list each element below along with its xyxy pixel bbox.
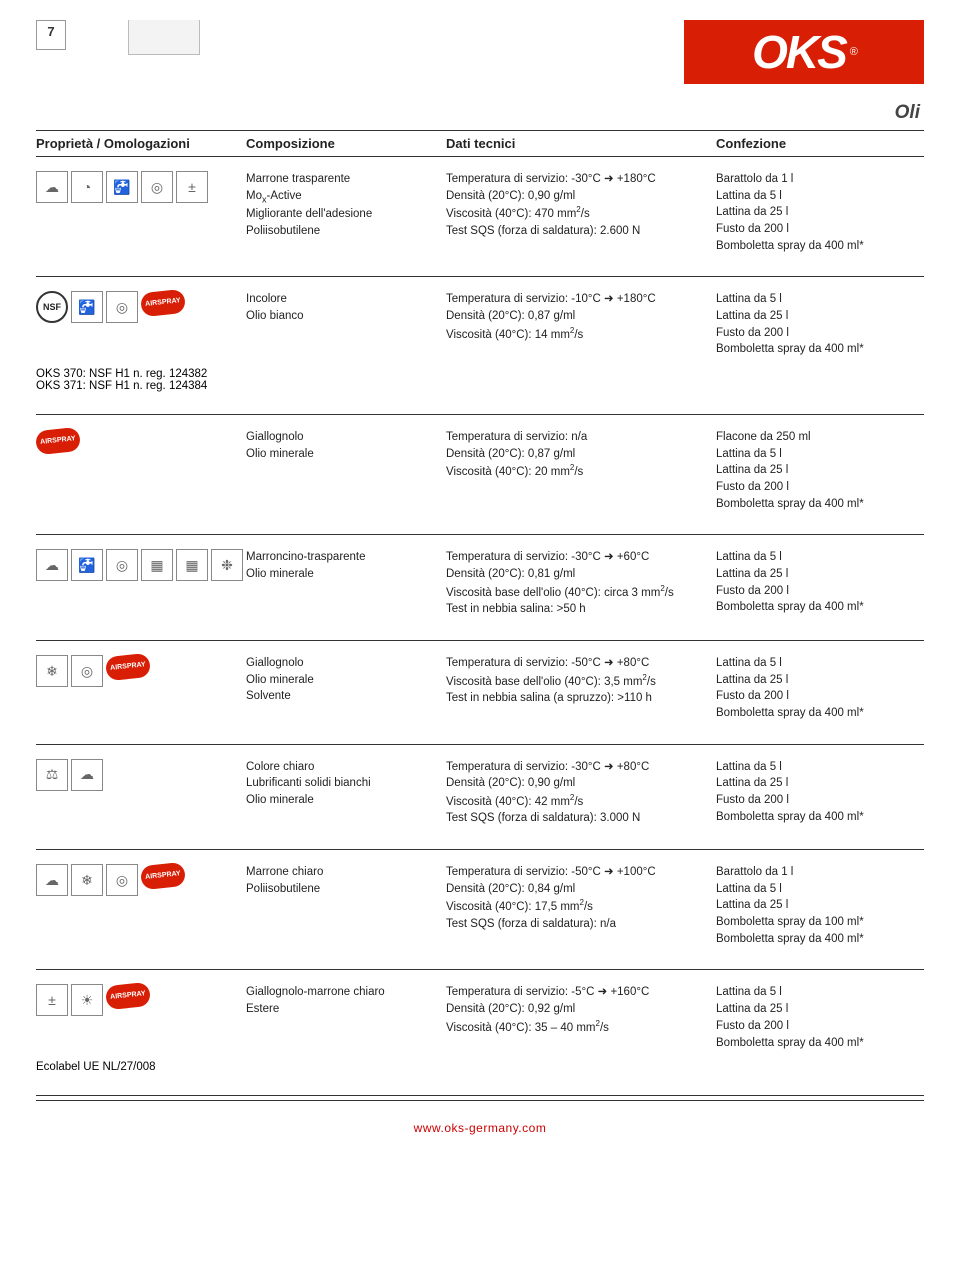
technical-cell: Temperatura di servizio: -30°C ➜ +60°CDe… — [446, 549, 716, 618]
table-row: AIRSPRAY GiallognoloOlio mineraleTemperat… — [36, 415, 924, 535]
packaging-cell: Lattina da 5 lLattina da 25 lFusto da 20… — [716, 759, 924, 828]
packaging-cell: Lattina da 5 lLattina da 25 lFusto da 20… — [716, 655, 924, 722]
airspray-icon: AIRSPRAY — [140, 862, 186, 890]
logo-registered: ® — [850, 46, 856, 58]
sun-icon: ☀ — [71, 984, 103, 1016]
gauge-icon: ◔ — [71, 171, 103, 203]
plus-minus-icon: ± — [36, 984, 68, 1016]
disc-icon: ◎ — [106, 291, 138, 323]
footer-url: www.oks-germany.com — [36, 1121, 924, 1135]
tap-icon: 🚰 — [71, 549, 103, 581]
packaging-cell: Lattina da 5 lLattina da 25 lFusto da 20… — [716, 291, 924, 358]
box-icon: ▦ — [141, 549, 173, 581]
weather-icon: ☁ — [36, 171, 68, 203]
airspray-icon: AIRSPRAY — [105, 982, 151, 1010]
footer-rule — [36, 1100, 924, 1101]
disc-icon: ◎ — [106, 549, 138, 581]
technical-cell: Temperatura di servizio: -30°C ➜ +80°CDe… — [446, 759, 716, 828]
composition-cell: Marroncino-trasparenteOlio minerale — [246, 549, 446, 618]
page-number: 7 — [36, 20, 66, 50]
airspray-icon: AIRSPRAY — [35, 427, 81, 455]
technical-cell: Temperatura di servizio: -5°C ➜ +160°CDe… — [446, 984, 716, 1051]
col-header-a: Proprietà / Omologazioni — [36, 136, 246, 151]
packaging-cell: Lattina da 5 lLattina da 25 lFusto da 20… — [716, 984, 924, 1051]
technical-cell: Temperatura di servizio: n/aDensità (20°… — [446, 429, 716, 512]
icons-cell: ☁◔🚰◎± — [36, 171, 246, 254]
table-row: ❄◎AIRSPRAYGiallognoloOlio mineraleSolven… — [36, 641, 924, 745]
section-label: Oli — [36, 102, 924, 124]
disc-icon: ◎ — [141, 171, 173, 203]
top-bar: 7 OKS ® — [36, 20, 924, 84]
composition-cell: GiallognoloOlio mineraleSolvente — [246, 655, 446, 722]
composition-cell: Marrone trasparenteMox-ActiveMigliorante… — [246, 171, 446, 254]
disc-icon: ◎ — [106, 864, 138, 896]
col-header-c: Dati tecnici — [446, 136, 716, 151]
table-row: NSF🚰◎AIRSPRAYIncoloreOlio biancoTemperat… — [36, 277, 924, 415]
packaging-cell: Lattina da 5 lLattina da 25 lFusto da 20… — [716, 549, 924, 618]
tap-icon: 🚰 — [106, 171, 138, 203]
table-header: Proprietà / Omologazioni Composizione Da… — [36, 130, 924, 157]
brand-logo: OKS ® — [684, 20, 924, 84]
icons-cell: ☁🚰◎▦▦❉ — [36, 549, 246, 618]
composition-cell: IncoloreOlio bianco — [246, 291, 446, 358]
airspray-icon: AIRSPRAY — [105, 653, 151, 681]
weather-icon: ☁ — [36, 864, 68, 896]
packaging-cell: Flacone da 250 mlLattina da 5 lLattina d… — [716, 429, 924, 512]
table-body: ☁◔🚰◎±Marrone trasparenteMox-ActiveMiglio… — [36, 157, 924, 1096]
row-note: Ecolabel UE NL/27/008 — [36, 1061, 924, 1073]
airspray-icon: AIRSPRAY — [140, 289, 186, 317]
plus-minus-icon: ± — [176, 171, 208, 203]
box-icon: ▦ — [176, 549, 208, 581]
col-header-d: Confezione — [716, 136, 924, 151]
icons-cell: NSF🚰◎AIRSPRAY — [36, 291, 246, 358]
technical-cell: Temperatura di servizio: -10°C ➜ +180°CD… — [446, 291, 716, 358]
icons-cell: ⚖☁ — [36, 759, 246, 828]
snow-icon: ❄ — [71, 864, 103, 896]
weather-icon: ☁ — [71, 759, 103, 791]
technical-cell: Temperatura di servizio: -30°C ➜ +180°CD… — [446, 171, 716, 254]
row-note: OKS 370: NSF H1 n. reg. 124382OKS 371: N… — [36, 368, 924, 392]
tap-icon: 🚰 — [71, 291, 103, 323]
table-row: ☁🚰◎▦▦❉Marroncino-trasparenteOlio mineral… — [36, 535, 924, 641]
packaging-cell: Barattolo da 1 lLattina da 5 lLattina da… — [716, 864, 924, 947]
col-header-b: Composizione — [246, 136, 446, 151]
technical-cell: Temperatura di servizio: -50°C ➜ +100°CD… — [446, 864, 716, 947]
icons-cell: AIRSPRAY — [36, 429, 246, 512]
composition-cell: Marrone chiaroPoliisobutilene — [246, 864, 446, 947]
composition-cell: Giallognolo-marrone chiaroEstere — [246, 984, 446, 1051]
weather-icon: ☁ — [36, 549, 68, 581]
technical-cell: Temperatura di servizio: -50°C ➜ +80°CVi… — [446, 655, 716, 722]
table-row: ☁◔🚰◎±Marrone trasparenteMox-ActiveMiglio… — [36, 157, 924, 277]
icons-cell: ❄◎AIRSPRAY — [36, 655, 246, 722]
composition-cell: Colore chiaroLubrificanti solidi bianchi… — [246, 759, 446, 828]
spray-icon: ❉ — [211, 549, 243, 581]
snow-icon: ❄ — [36, 655, 68, 687]
weight-icon: ⚖ — [36, 759, 68, 791]
table-row: ☁❄◎AIRSPRAYMarrone chiaroPoliisobutilene… — [36, 850, 924, 970]
nsf-icon: NSF — [36, 291, 68, 323]
composition-cell: GiallognoloOlio minerale — [246, 429, 446, 512]
icons-cell: ☁❄◎AIRSPRAY — [36, 864, 246, 947]
table-row: ±☀AIRSPRAYGiallognolo-marrone chiaroEste… — [36, 970, 924, 1096]
packaging-cell: Barattolo da 1 lLattina da 5 lLattina da… — [716, 171, 924, 254]
logo-text: OKS — [752, 25, 846, 79]
disc-icon: ◎ — [71, 655, 103, 687]
icons-cell: ±☀AIRSPRAY — [36, 984, 246, 1051]
page: 7 OKS ® Oli Proprietà / Omologazioni Comp… — [0, 0, 960, 1163]
table-row: ⚖☁Colore chiaroLubrificanti solidi bianc… — [36, 745, 924, 851]
